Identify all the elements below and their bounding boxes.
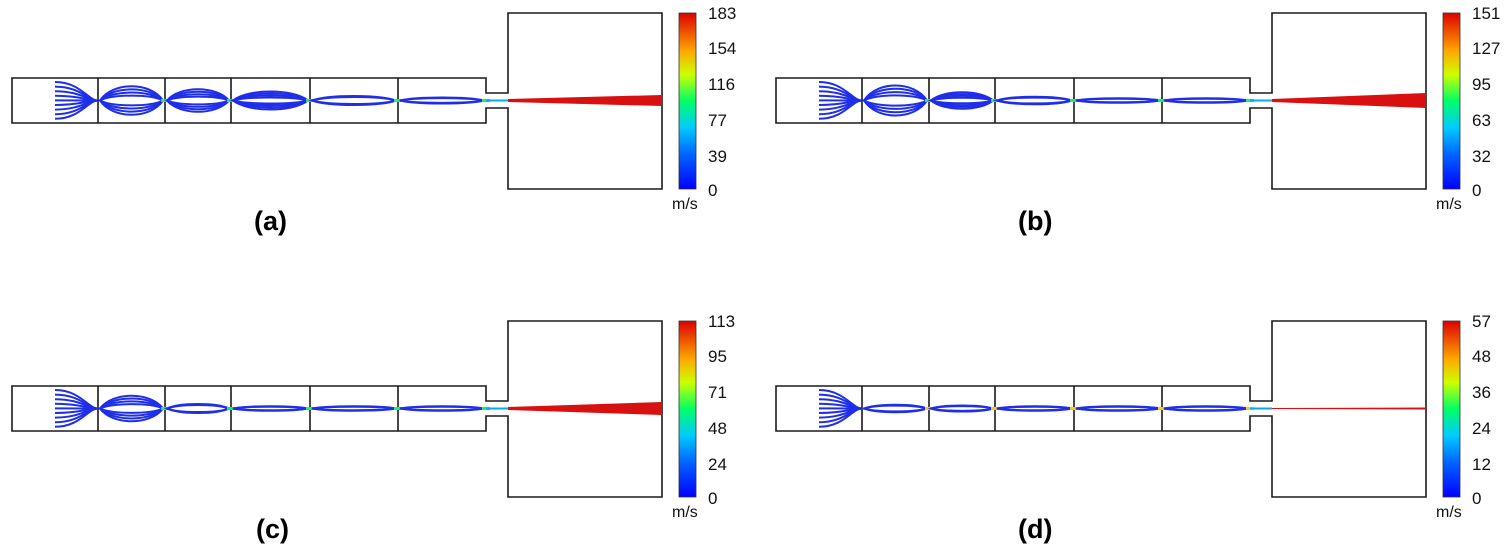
colorbar-tick: 116 [708, 75, 735, 94]
recirculation-streamline [97, 403, 166, 414]
colorbar-tick: 95 [708, 347, 727, 366]
panel-label: (c) [256, 514, 289, 544]
recirculation-streamline [164, 95, 232, 106]
recirculation-streamline [930, 405, 994, 412]
throat-jet-marker [1070, 99, 1078, 102]
panel-label: (b) [1018, 206, 1052, 236]
colorbar: 183 154 116 77 39 0 m/s [672, 4, 736, 213]
high-velocity-jet [508, 95, 662, 106]
recirculation-streamline [1075, 97, 1161, 104]
colorbar-tick: 36 [1472, 383, 1491, 402]
panel-b: 151 127 95 63 32 0 m/s (b) [775, 4, 1500, 236]
streamlines [818, 81, 1272, 120]
colorbar-tick: 0 [1472, 489, 1481, 508]
colorbar-tick: 12 [1472, 455, 1491, 474]
recirculation-streamline [1075, 405, 1161, 412]
colorbar-tick: 48 [708, 419, 727, 438]
throat-jet-marker [394, 407, 402, 410]
recirculation-streamline [232, 405, 309, 412]
colorbar: 57 48 36 24 12 0 m/s [1436, 312, 1491, 521]
colorbar-tick: 0 [708, 181, 717, 200]
colorbar-tick: 77 [708, 111, 727, 130]
panel-label: (d) [1018, 514, 1052, 544]
colorbar-tick: 0 [1472, 181, 1481, 200]
recirculation-streamline [399, 97, 485, 104]
inlet-streamline [818, 99, 863, 120]
recirculation-streamline [1163, 97, 1249, 104]
streamlines [54, 81, 508, 120]
throat-jet-marker [227, 407, 235, 410]
colorbar-tick: 151 [1472, 4, 1500, 23]
panel-label: (a) [254, 206, 287, 236]
panel-d: 57 48 36 24 12 0 m/s (d) [775, 312, 1491, 544]
colorbar-tick: 32 [1472, 147, 1491, 166]
recirculation-streamline [98, 394, 165, 423]
streamlines [818, 389, 1272, 428]
colorbar-unit: m/s [672, 196, 698, 213]
throat-jet-marker [1158, 407, 1166, 410]
recirculation-streamline [98, 85, 165, 116]
colorbar-tick: 154 [708, 39, 736, 58]
recirculation-streamline [308, 95, 400, 106]
inlet-streamline [818, 407, 863, 428]
recirculation-streamline [229, 96, 312, 105]
colorbar-tick: 24 [708, 455, 727, 474]
colorbar-tick: 39 [708, 147, 727, 166]
colorbar-tick: 127 [1472, 39, 1500, 58]
colorbar-tick: 113 [708, 312, 735, 331]
panel-a: 183 154 116 77 39 0 m/s (a) [11, 4, 736, 236]
colorbar-tick: 183 [708, 4, 736, 23]
recirculation-streamline [927, 96, 997, 105]
recirculation-streamline [993, 96, 1076, 105]
recirculation-streamline [1163, 405, 1249, 412]
recirculation-streamline [860, 404, 931, 413]
high-velocity-jet [508, 402, 662, 415]
recirculation-streamline [862, 84, 929, 117]
recirculation-streamline [311, 405, 397, 412]
throat-jet-marker [991, 407, 999, 410]
throat-jet-marker [1158, 99, 1166, 102]
recirculation-streamline [164, 403, 232, 414]
high-velocity-jet [1272, 407, 1426, 410]
panel-c: 113 95 71 48 24 0 m/s (c) [11, 312, 735, 544]
colorbar-tick: 95 [1472, 75, 1491, 94]
colorbar: 113 95 71 48 24 0 m/s [672, 312, 735, 521]
inlet-streamline [54, 99, 99, 120]
colorbar-tick: 24 [1472, 419, 1491, 438]
colorbar-unit: m/s [1436, 504, 1462, 521]
colorbar-tick: 48 [1472, 347, 1491, 366]
recirculation-streamline [861, 94, 930, 107]
colorbar-unit: m/s [672, 504, 698, 521]
streamlines [54, 389, 508, 428]
throat-jet-marker [306, 407, 314, 410]
colorbar-tick: 57 [1472, 312, 1491, 331]
recirculation-streamline [97, 94, 166, 107]
colorbar-tick: 0 [708, 489, 717, 508]
colorbar-tick: 63 [1472, 111, 1491, 130]
inlet-streamline [54, 407, 99, 428]
colorbar: 151 127 95 63 32 0 m/s [1436, 4, 1500, 213]
recirculation-streamline [399, 405, 485, 412]
colorbar-unit: m/s [1436, 196, 1462, 213]
throat-jet-marker [394, 99, 402, 102]
high-velocity-jet [1272, 93, 1426, 108]
recirculation-streamline [996, 405, 1073, 412]
throat-jet-marker [1070, 407, 1078, 410]
colorbar-tick: 71 [708, 383, 727, 402]
